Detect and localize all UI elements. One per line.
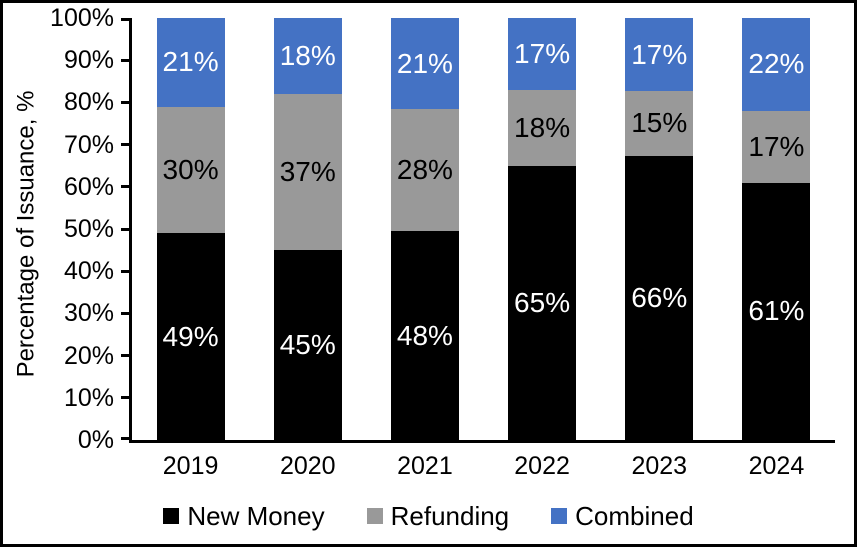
y-tick-label: 60% <box>63 172 114 201</box>
data-label: 48% <box>396 319 453 351</box>
segment-refunding: 17% <box>742 110 811 183</box>
y-axis-tick-mark <box>121 58 129 62</box>
segment-combined: 17% <box>508 18 577 90</box>
segment-new-money: 65% <box>508 165 577 440</box>
segment-refunding: 28% <box>390 109 459 232</box>
y-axis-tick-mark <box>121 18 129 21</box>
bar-2023: 17% 15% 66% <box>625 18 694 440</box>
data-label: 18% <box>514 111 571 143</box>
data-label: 49% <box>162 320 219 352</box>
legend: New Money Refunding Combined <box>3 501 854 531</box>
x-axis-label-2020: 2020 <box>279 452 336 480</box>
bar-2020: 18% 37% 45% <box>273 18 342 440</box>
data-label: 66% <box>631 281 688 313</box>
legend-label: Refunding <box>390 501 510 531</box>
segment-new-money: 49% <box>156 233 225 440</box>
y-axis-tick-mark <box>121 143 129 147</box>
data-label: 45% <box>279 329 336 361</box>
legend-marker-icon <box>551 508 568 524</box>
y-tick-label: 20% <box>63 341 114 370</box>
y-tick-label: 10% <box>63 383 114 412</box>
segment-new-money: 61% <box>742 182 811 440</box>
data-label: 22% <box>748 48 805 80</box>
legend-item-combined: Combined <box>551 501 694 531</box>
segment-refunding: 37% <box>273 93 342 251</box>
x-axis-label-2021: 2021 <box>397 452 453 480</box>
y-axis-tick-mark <box>121 269 129 273</box>
data-label: 28% <box>396 154 453 186</box>
segment-combined: 17% <box>625 18 694 92</box>
y-tick-label: 70% <box>63 130 114 159</box>
y-tick-label: 90% <box>63 46 114 75</box>
bar-2021: 21% 28% 48% <box>390 18 459 440</box>
data-label: 17% <box>748 130 805 162</box>
legend-marker-icon <box>163 508 180 524</box>
segment-combined: 18% <box>273 18 342 94</box>
bar-2024: 22% 17% 61% <box>742 18 811 440</box>
y-tick-label: 0% <box>77 426 114 454</box>
segment-combined: 21% <box>156 18 225 107</box>
plot-area: 21% 30% 49% 18% 37% 45% 21% 28% 48% 17% 18% 65% 17% 1… <box>121 18 835 443</box>
legend-item-new-money: New Money <box>163 501 325 531</box>
y-axis-tick-mark <box>121 396 129 400</box>
y-axis-tick-mark <box>121 437 129 440</box>
x-axis-label-2019: 2019 <box>162 452 219 480</box>
y-axis-tick-labels: 0% 10% 20% 30% 40% 50% 60% 70% 80% 90% 100% <box>3 4 114 454</box>
segment-refunding: 18% <box>508 89 577 166</box>
segment-new-money: 48% <box>390 231 459 440</box>
data-label: 61% <box>748 295 805 327</box>
y-tick-label: 100% <box>50 4 114 32</box>
bar-2022: 17% 18% 65% <box>508 18 577 440</box>
segment-combined: 21% <box>390 18 459 110</box>
y-axis-tick-mark <box>121 227 129 231</box>
bar-2019: 21% 30% 49% <box>156 18 225 440</box>
y-tick-label: 80% <box>63 88 114 117</box>
y-axis-tick-mark <box>121 100 129 104</box>
segment-refunding: 30% <box>156 106 225 234</box>
y-tick-label: 30% <box>63 299 114 328</box>
segment-new-money: 66% <box>625 155 694 440</box>
segment-combined: 22% <box>742 18 811 111</box>
data-label: 17% <box>631 38 688 70</box>
y-axis-tick-mark <box>121 185 129 189</box>
x-axis-labels: 2019 2020 2021 2022 2023 2024 <box>132 452 835 480</box>
y-axis-tick-mark <box>121 354 129 358</box>
y-axis-tick-mark <box>121 311 129 315</box>
x-axis-label-2024: 2024 <box>748 452 805 480</box>
data-label: 30% <box>162 153 219 185</box>
data-label: 37% <box>279 156 336 188</box>
x-axis-label-2023: 2023 <box>631 452 688 480</box>
data-label: 21% <box>396 47 453 79</box>
data-label: 21% <box>162 46 219 78</box>
segment-new-money: 45% <box>273 250 342 440</box>
legend-label: Combined <box>575 501 694 531</box>
legend-item-refunding: Refunding <box>366 501 510 531</box>
x-axis-label-2022: 2022 <box>514 452 570 480</box>
data-label: 17% <box>514 37 571 69</box>
y-tick-label: 40% <box>63 257 114 286</box>
segment-refunding: 15% <box>625 91 694 156</box>
legend-marker-icon <box>366 508 383 524</box>
legend-label: New Money <box>187 501 325 531</box>
y-tick-label: 50% <box>63 215 114 243</box>
data-label: 65% <box>514 286 571 318</box>
data-label: 18% <box>279 39 336 71</box>
data-label: 15% <box>631 107 688 139</box>
